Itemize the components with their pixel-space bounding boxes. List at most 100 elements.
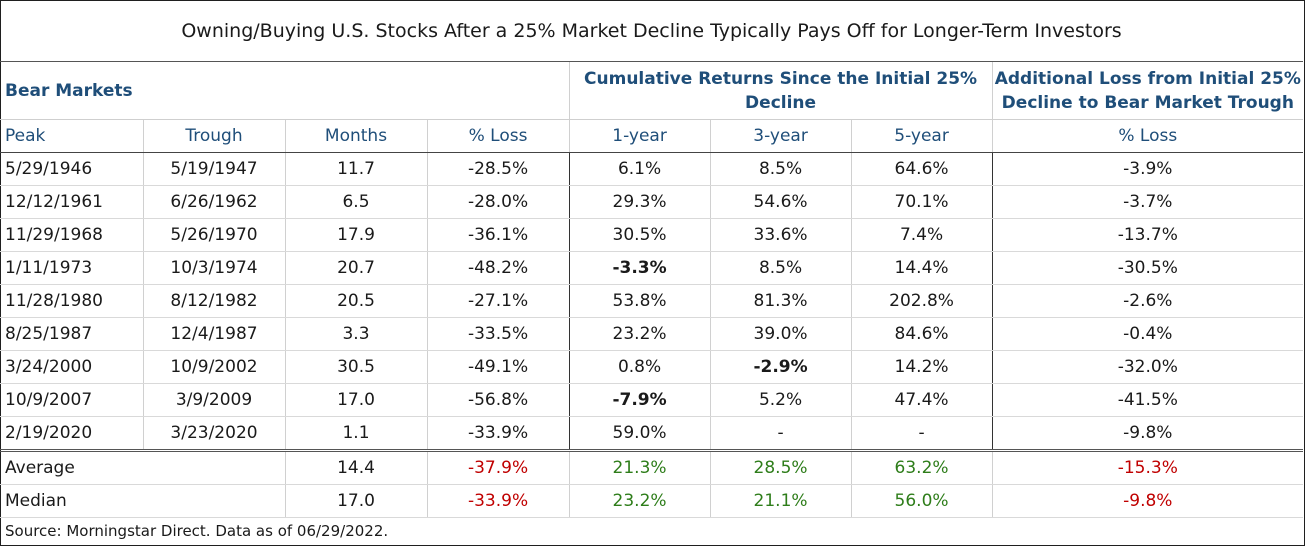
cell-loss: -33.5% bbox=[426, 317, 570, 351]
cell-1year: 29.3% bbox=[568, 185, 711, 219]
cell-5year: 64.6% bbox=[850, 152, 993, 186]
summary-loss: -37.9% bbox=[426, 449, 570, 485]
cell-5year: 70.1% bbox=[850, 185, 993, 219]
cell-months: 17.0 bbox=[284, 383, 427, 417]
summary-label: Average bbox=[0, 449, 285, 485]
col-3year: 3-year bbox=[709, 119, 852, 153]
cell-3year: 5.2% bbox=[709, 383, 852, 417]
summary-months: 14.4 bbox=[284, 449, 427, 485]
summary-loss: -33.9% bbox=[426, 484, 570, 518]
cell-3year: -2.9% bbox=[709, 350, 852, 384]
cell-loss: -56.8% bbox=[426, 383, 570, 417]
cell-peak: 11/29/1968 bbox=[0, 218, 143, 252]
col-additional-loss: % Loss bbox=[991, 119, 1304, 153]
cell-peak: 3/24/2000 bbox=[0, 350, 143, 384]
page-title: Owning/Buying U.S. Stocks After a 25% Ma… bbox=[181, 20, 1122, 42]
cell-3year: - bbox=[709, 416, 852, 451]
summary-additional-loss: -15.3% bbox=[991, 449, 1304, 485]
cell-1year: -3.3% bbox=[568, 251, 711, 285]
cell-peak: 8/25/1987 bbox=[0, 317, 143, 351]
header-additional-loss: Additional Loss from Initial 25% Decline… bbox=[991, 62, 1304, 120]
summary-row: Median 17.0 -33.9% 23.2% 21.1% 56.0% -9.8% bbox=[0, 484, 1304, 518]
cell-5year: 14.2% bbox=[850, 350, 993, 384]
table-row: 3/24/2000 10/9/2002 30.5 -49.1% 0.8% -2.9% 14.… bbox=[0, 350, 1304, 384]
summary-1year: 23.2% bbox=[568, 484, 711, 518]
cell-additional-loss: -3.7% bbox=[991, 185, 1304, 219]
cell-1year: 30.5% bbox=[568, 218, 711, 252]
table-row: 10/9/2007 3/9/2009 17.0 -56.8% -7.9% 5.2% 47.4… bbox=[0, 383, 1304, 417]
cell-3year: 33.6% bbox=[709, 218, 852, 252]
cell-loss: -49.1% bbox=[426, 350, 570, 384]
bear-market-table: Bear Markets Cumulative Returns Since th… bbox=[0, 62, 1304, 518]
summary-label: Median bbox=[0, 484, 285, 518]
cell-5year: - bbox=[850, 416, 993, 451]
cell-5year: 84.6% bbox=[850, 317, 993, 351]
cell-trough: 3/23/2020 bbox=[142, 416, 285, 451]
cell-loss: -33.9% bbox=[426, 416, 570, 451]
summary-5year: 56.0% bbox=[850, 484, 993, 518]
cell-loss: -27.1% bbox=[426, 284, 570, 318]
cell-additional-loss: -2.6% bbox=[991, 284, 1304, 318]
cell-1year: 6.1% bbox=[568, 152, 711, 186]
table-row: 5/29/1946 5/19/1947 11.7 -28.5% 6.1% 8.5% 64.6… bbox=[0, 152, 1304, 186]
cell-months: 6.5 bbox=[284, 185, 427, 219]
cell-1year: -7.9% bbox=[568, 383, 711, 417]
cell-months: 11.7 bbox=[284, 152, 427, 186]
table-row: 1/11/1973 10/3/1974 20.7 -48.2% -3.3% 8.5% 14.… bbox=[0, 251, 1304, 285]
col-1year: 1-year bbox=[568, 119, 711, 153]
summary-3year: 28.5% bbox=[709, 449, 852, 485]
cell-months: 20.5 bbox=[284, 284, 427, 318]
table-row: 11/28/1980 8/12/1982 20.5 -27.1% 53.8% 81.3% 2… bbox=[0, 284, 1304, 318]
cell-additional-loss: -0.4% bbox=[991, 317, 1304, 351]
cell-loss: -28.5% bbox=[426, 152, 570, 186]
cell-additional-loss: -13.7% bbox=[991, 218, 1304, 252]
table-row: 12/12/1961 6/26/1962 6.5 -28.0% 29.3% 54.6% 70… bbox=[0, 185, 1304, 219]
cell-peak: 10/9/2007 bbox=[0, 383, 143, 417]
cell-trough: 10/9/2002 bbox=[142, 350, 285, 384]
cell-trough: 3/9/2009 bbox=[142, 383, 285, 417]
cell-trough: 5/26/1970 bbox=[142, 218, 285, 252]
table-row: 8/25/1987 12/4/1987 3.3 -33.5% 23.2% 39.0% 84.… bbox=[0, 317, 1304, 351]
cell-additional-loss: -32.0% bbox=[991, 350, 1304, 384]
cell-1year: 23.2% bbox=[568, 317, 711, 351]
cell-peak: 2/19/2020 bbox=[0, 416, 143, 451]
cell-3year: 54.6% bbox=[709, 185, 852, 219]
source-note: Source: Morningstar Direct. Data as of 0… bbox=[5, 522, 389, 540]
cell-additional-loss: -30.5% bbox=[991, 251, 1304, 285]
cell-peak: 12/12/1961 bbox=[0, 185, 143, 219]
cell-additional-loss: -9.8% bbox=[991, 416, 1304, 451]
col-5year: 5-year bbox=[850, 119, 993, 153]
cell-5year: 14.4% bbox=[850, 251, 993, 285]
cell-peak: 1/11/1973 bbox=[0, 251, 143, 285]
cell-5year: 202.8% bbox=[850, 284, 993, 318]
cell-loss: -36.1% bbox=[426, 218, 570, 252]
summary-5year: 63.2% bbox=[850, 449, 993, 485]
title-divider bbox=[0, 61, 1303, 62]
cell-trough: 6/26/1962 bbox=[142, 185, 285, 219]
cell-1year: 53.8% bbox=[568, 284, 711, 318]
cell-additional-loss: -3.9% bbox=[991, 152, 1304, 186]
col-trough: Trough bbox=[142, 119, 285, 153]
cell-months: 17.9 bbox=[284, 218, 427, 252]
col-peak: Peak bbox=[0, 119, 143, 153]
cell-months: 3.3 bbox=[284, 317, 427, 351]
cell-5year: 7.4% bbox=[850, 218, 993, 252]
cell-1year: 59.0% bbox=[568, 416, 711, 451]
cell-trough: 12/4/1987 bbox=[142, 317, 285, 351]
cell-3year: 8.5% bbox=[709, 251, 852, 285]
cell-1year: 0.8% bbox=[568, 350, 711, 384]
summary-row: Average 14.4 -37.9% 21.3% 28.5% 63.2% -15.3% bbox=[0, 449, 1304, 485]
table-row: 2/19/2020 3/23/2020 1.1 -33.9% 59.0% - - -9.8% bbox=[0, 416, 1304, 451]
cell-5year: 47.4% bbox=[850, 383, 993, 417]
col-months: Months bbox=[284, 119, 427, 153]
cell-peak: 5/29/1946 bbox=[0, 152, 143, 186]
cell-additional-loss: -41.5% bbox=[991, 383, 1304, 417]
col-loss: % Loss bbox=[426, 119, 570, 153]
cell-loss: -28.0% bbox=[426, 185, 570, 219]
summary-1year: 21.3% bbox=[568, 449, 711, 485]
cell-3year: 81.3% bbox=[709, 284, 852, 318]
cell-trough: 5/19/1947 bbox=[142, 152, 285, 186]
cell-months: 1.1 bbox=[284, 416, 427, 451]
cell-loss: -48.2% bbox=[426, 251, 570, 285]
cell-3year: 39.0% bbox=[709, 317, 852, 351]
